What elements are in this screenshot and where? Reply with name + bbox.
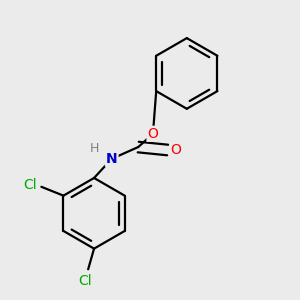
Text: Cl: Cl	[78, 274, 92, 288]
Text: Cl: Cl	[23, 178, 37, 192]
Text: N: N	[106, 152, 118, 166]
Text: O: O	[170, 143, 181, 157]
Text: O: O	[148, 127, 158, 141]
Text: H: H	[89, 142, 99, 155]
